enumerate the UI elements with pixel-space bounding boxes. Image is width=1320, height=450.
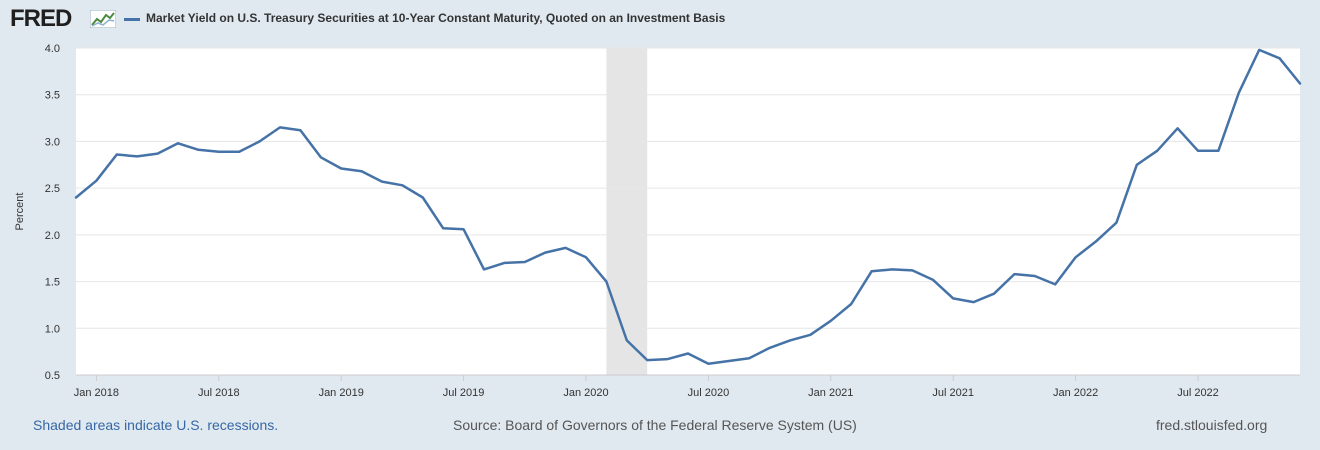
y-tick-label: 1.0 bbox=[45, 323, 60, 335]
y-tick-label: 2.5 bbox=[45, 183, 60, 195]
site-url[interactable]: fred.stlouisfed.org bbox=[1156, 417, 1268, 433]
x-tick-label: Jan 2019 bbox=[319, 387, 364, 399]
y-tick-label: 0.5 bbox=[45, 370, 60, 382]
legend-swatch bbox=[124, 18, 140, 21]
legend-series-name[interactable]: Market Yield on U.S. Treasury Securities… bbox=[146, 11, 726, 25]
line-chart-icon bbox=[90, 10, 116, 28]
y-tick-label: 2.0 bbox=[45, 230, 60, 242]
y-tick-label: 4.0 bbox=[45, 43, 60, 55]
x-tick-label: Jan 2020 bbox=[563, 387, 608, 399]
source-note: Source: Board of Governors of the Federa… bbox=[453, 417, 857, 433]
x-tick-label: Jul 2018 bbox=[198, 387, 240, 399]
x-tick-label: Jul 2020 bbox=[688, 387, 730, 399]
y-tick-label: 1.5 bbox=[45, 277, 60, 289]
fred-logo[interactable]: FRED bbox=[10, 5, 72, 32]
x-tick-label: Jul 2022 bbox=[1177, 387, 1219, 399]
recession-shading bbox=[606, 48, 648, 375]
y-tick-label: 3.5 bbox=[45, 90, 60, 102]
x-tick-label: Jan 2021 bbox=[808, 387, 853, 399]
plot-area bbox=[76, 48, 1300, 375]
series-line bbox=[74, 48, 1302, 366]
y-tick-label: 3.0 bbox=[45, 136, 60, 148]
x-tick-label: Jul 2019 bbox=[443, 387, 485, 399]
x-tick-label: Jan 2022 bbox=[1053, 387, 1098, 399]
chart-header: FRED Market Yield on U.S. Treasury Secur… bbox=[10, 6, 1310, 32]
x-tick-label: Jul 2021 bbox=[932, 387, 974, 399]
x-tick-label: Jan 2018 bbox=[74, 387, 119, 399]
y-axis-label: Percent bbox=[14, 193, 26, 231]
recession-note: Shaded areas indicate U.S. recessions. bbox=[33, 417, 279, 433]
